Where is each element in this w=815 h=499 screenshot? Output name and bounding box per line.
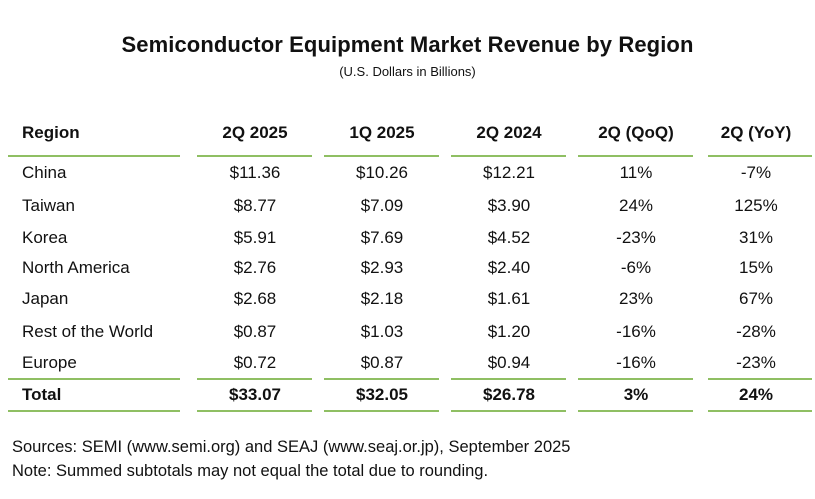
bottom-rule [578,410,693,412]
value-cell: $3.90 [487,196,531,215]
region-cell: China [22,163,67,182]
value-cell: $0.94 [487,353,531,372]
value-cell: $4.52 [487,228,531,247]
change-cell: -28% [736,322,776,341]
bottom-rule [8,410,180,412]
change-cell: 11% [619,163,653,182]
table-row: North America $2.76 $2.93 $2.40 -6% 15% [0,253,815,283]
value-cell: $7.09 [360,196,404,215]
table-row: Taiwan $8.77 $7.09 $3.90 24% 125% [0,191,815,221]
table-header-row: Region 2Q 2025 1Q 2025 2Q 2024 2Q (QoQ) … [0,118,815,148]
header-rule [8,155,180,157]
value-cell: $0.87 [360,353,404,372]
value-cell: $11.36 [229,163,281,182]
region-cell: Korea [22,228,68,247]
value-cell: $1.03 [360,322,404,341]
table-row: Europe $0.72 $0.87 $0.94 -16% -23% [0,348,815,378]
total-value-cell: $33.07 [229,385,281,404]
change-cell: -23% [736,353,776,372]
change-cell: 125% [734,196,778,215]
header-rule [451,155,566,157]
bottom-rule [324,410,439,412]
value-cell: $2.40 [487,258,531,277]
total-rule [324,378,439,380]
value-cell: $2.18 [360,289,404,308]
change-cell: -7% [740,163,772,182]
region-cell: Taiwan [22,196,75,215]
change-cell: 67% [738,289,774,308]
change-cell: -16% [616,322,656,341]
value-cell: $1.61 [487,289,531,308]
region-cell: North America [22,258,130,277]
change-cell: 24% [618,196,654,215]
value-cell: $1.20 [487,322,531,341]
region-cell: Rest of the World [22,322,154,341]
region-cell: Europe [22,353,77,372]
rounding-note: Note: Summed subtotals may not equal the… [12,462,489,480]
table-row: China $11.36 $10.26 $12.21 11% -7% [0,158,815,188]
total-rule [197,378,312,380]
value-cell: $2.68 [233,289,277,308]
table-row: Japan $2.68 $2.18 $1.61 23% 67% [0,284,815,314]
change-cell: -16% [616,353,656,372]
value-cell: $0.87 [233,322,277,341]
bottom-rule [708,410,812,412]
table-row: Korea $5.91 $7.69 $4.52 -23% 31% [0,223,815,253]
column-header-2q-2024: 2Q 2024 [476,123,542,142]
bottom-rule [451,410,566,412]
total-value-cell: $26.78 [483,385,535,404]
total-rule [708,378,812,380]
region-cell: Japan [22,289,69,308]
page-subtitle: (U.S. Dollars in Billions) [339,64,476,79]
total-rule [8,378,180,380]
total-change-cell: 3% [623,385,649,404]
change-cell: -6% [620,258,652,277]
page-title: Semiconductor Equipment Market Revenue b… [121,32,694,57]
change-cell: 15% [738,258,774,277]
total-rule [451,378,566,380]
header-rule [578,155,693,157]
change-cell: 23% [618,289,654,308]
value-cell: $10.26 [356,163,408,182]
change-cell: -23% [616,228,656,247]
total-change-cell: 24% [738,385,774,404]
total-rule [578,378,693,380]
header-rule [708,155,812,157]
header-rule [324,155,439,157]
value-cell: $8.77 [233,196,277,215]
value-cell: $2.76 [233,258,277,277]
total-value-cell: $32.05 [356,385,408,404]
value-cell: $12.21 [483,163,535,182]
value-cell: $0.72 [233,353,277,372]
value-cell: $2.93 [360,258,404,277]
table-row: Rest of the World $0.87 $1.03 $1.20 -16%… [0,317,815,347]
value-cell: $7.69 [360,228,404,247]
table-total-row: Total $33.07 $32.05 $26.78 3% 24% [0,380,815,410]
header-rule [197,155,312,157]
sources-note: Sources: SEMI (www.semi.org) and SEAJ (w… [12,438,571,456]
column-header-region: Region [22,123,80,142]
column-header-1q-2025: 1Q 2025 [349,123,415,142]
value-cell: $5.91 [233,228,277,247]
change-cell: 31% [738,228,774,247]
column-header-qoq: 2Q (QoQ) [598,123,674,142]
column-header-yoy: 2Q (YoY) [720,123,792,142]
total-label: Total [22,385,62,404]
column-header-2q-2025: 2Q 2025 [222,123,288,142]
bottom-rule [197,410,312,412]
